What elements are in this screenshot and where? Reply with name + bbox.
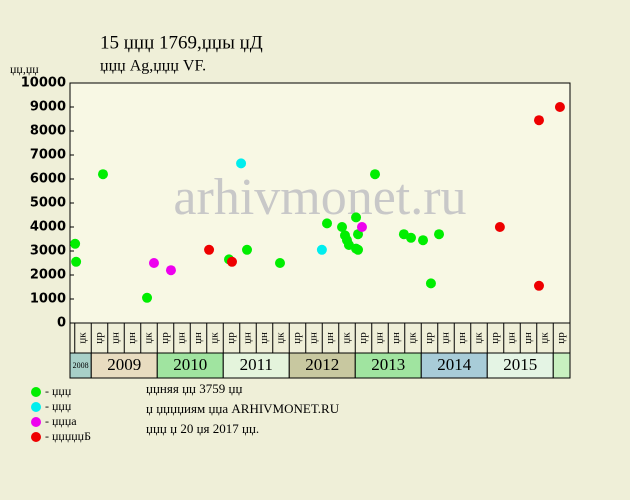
data-point [351, 212, 362, 223]
x-tick-label: џн [324, 332, 336, 344]
y-tick-label: 10000 [21, 76, 66, 91]
x-tick-label: џн [308, 332, 320, 344]
x-tick-label: џн [456, 332, 468, 344]
x-tick-label: џн [110, 332, 122, 344]
data-point [165, 265, 176, 276]
y-axis-label: џџ,џџ [10, 62, 39, 76]
y-tick-label: 9000 [30, 100, 66, 115]
note: џ џџџџиям џџа ARHIVMONET.RU [146, 401, 340, 416]
chart-subtitle: џџџ Ag,џџџ VF. [100, 58, 206, 75]
data-point [148, 258, 159, 268]
data-point [356, 222, 367, 232]
year-label: 2014 [437, 355, 472, 374]
x-tick-label: џр [357, 332, 369, 344]
x-tick-label: џр [93, 332, 105, 344]
data-point [316, 244, 327, 255]
year-band [222, 352, 290, 379]
x-tick-label: џк [407, 332, 419, 344]
data-point [236, 158, 247, 169]
year-label: 2015 [503, 355, 537, 374]
year-label: 2008 [73, 361, 89, 370]
data-point [554, 102, 565, 112]
legend-label: - џџџа [45, 414, 77, 428]
legend-label: - џџџ [45, 384, 72, 398]
chart-title: 15 џџџ 1769,џџы џД [100, 32, 263, 53]
x-tick-label: џн [506, 332, 518, 344]
data-point [418, 235, 429, 246]
x-tick-label: џк [473, 332, 485, 344]
x-tick-label: џр [555, 332, 567, 344]
data-point [70, 238, 81, 249]
y-tick-label: 0 [57, 316, 66, 331]
year-band [156, 352, 224, 379]
note: џџняя џџ 3759 џџ [146, 381, 242, 396]
data-point [494, 222, 505, 232]
x-tick-label: џн [522, 332, 534, 344]
legend-marker [31, 402, 41, 412]
data-point [274, 258, 285, 268]
y-tick-label: 8000 [30, 124, 66, 139]
year-label: 2011 [240, 355, 273, 374]
data-point [405, 232, 416, 243]
data-point [370, 169, 381, 180]
x-tick-label: џр [159, 332, 171, 344]
data-point [425, 278, 436, 289]
y-tick-label: 1000 [30, 292, 66, 307]
x-tick-label: џн [440, 332, 452, 344]
x-tick-label: џр [423, 332, 435, 344]
legend-label: - џџџџџБ [45, 429, 91, 443]
data-point [71, 256, 82, 267]
x-tick-label: џк [209, 332, 221, 344]
x-tick-label: џк [341, 332, 353, 344]
x-tick-label: џр [225, 332, 237, 344]
x-tick-label: џр [489, 332, 501, 344]
plot-area [69, 82, 571, 324]
x-tick-label: џн [258, 332, 270, 344]
data-point [97, 169, 108, 180]
y-tick-label: 5000 [30, 196, 66, 211]
x-tick-label: џк [77, 332, 89, 344]
x-tick-label: џр [291, 332, 303, 344]
y-tick-label: 7000 [30, 148, 66, 163]
year-label: 2012 [305, 355, 339, 374]
y-tick-label: 2000 [30, 268, 66, 283]
watermark: arhivmonet.ru [173, 169, 466, 226]
legend-label: - џџџ [45, 399, 72, 413]
data-point [337, 222, 348, 232]
year-label: 2013 [371, 355, 405, 374]
data-point [533, 280, 544, 291]
x-tick-label: џн [126, 332, 138, 344]
data-point [242, 244, 253, 255]
note: џџџ џ 20 џя 2017 џџ. [146, 421, 259, 436]
data-point [322, 218, 333, 229]
x-tick-label: џк [143, 332, 155, 344]
x-tick-label: џк [275, 332, 287, 344]
year-label: 2010 [173, 355, 207, 374]
x-tick-label: џн [390, 332, 402, 344]
year-band [552, 352, 571, 379]
y-tick-label: 6000 [30, 172, 66, 187]
data-point [353, 244, 364, 255]
data-point [434, 229, 445, 240]
x-tick-label: џн [374, 332, 386, 344]
data-point [142, 292, 153, 303]
legend-marker [31, 432, 41, 442]
data-point [533, 115, 544, 126]
x-tick-label: џн [242, 332, 254, 344]
x-tick-label: џк [539, 332, 551, 344]
x-tick-label: џн [192, 332, 204, 344]
data-point [226, 256, 237, 267]
data-point [204, 244, 215, 255]
year-label: 2009 [107, 355, 141, 374]
legend-marker [31, 417, 41, 427]
legend-marker [31, 387, 41, 397]
x-tick-label: џн [176, 332, 188, 344]
y-tick-label: 4000 [30, 220, 66, 235]
y-tick-label: 3000 [30, 244, 66, 259]
